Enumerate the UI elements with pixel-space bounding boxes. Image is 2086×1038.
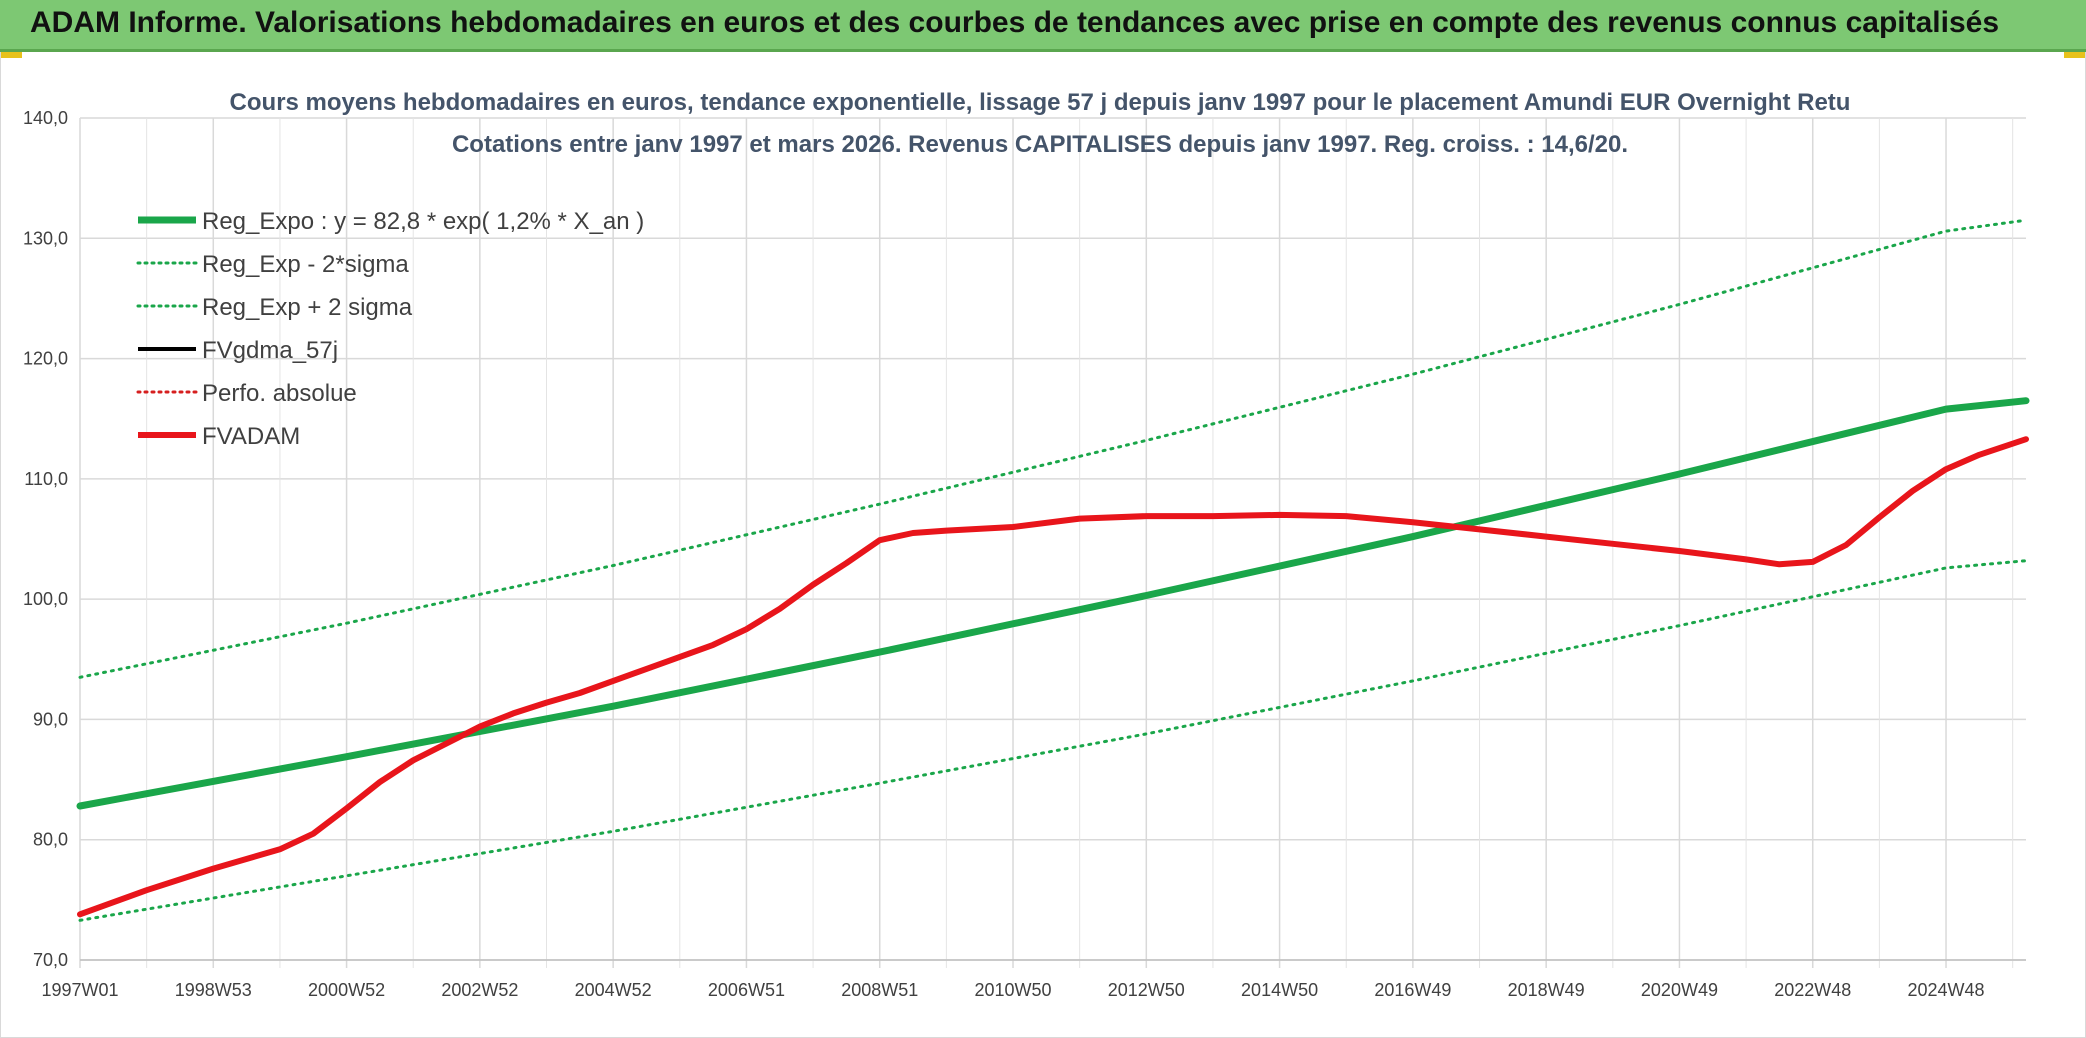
x-tick-label: 2008W51 xyxy=(841,980,918,1000)
x-tick-label: 1998W53 xyxy=(175,980,252,1000)
x-tick-label: 2002W52 xyxy=(441,980,518,1000)
x-tick-label: 2020W49 xyxy=(1641,980,1718,1000)
chart-title: Cours moyens hebdomadaires en euros, ten… xyxy=(230,89,1851,116)
x-tick-label: 2014W50 xyxy=(1241,980,1318,1000)
y-tick-label: 90,0 xyxy=(33,709,68,729)
y-tick-label: 140,0 xyxy=(23,108,68,128)
legend-label-1: Reg_Exp - 2*sigma xyxy=(202,251,409,278)
chart-subtitle: Cotations entre janv 1997 et mars 2026. … xyxy=(452,131,1628,158)
x-tick-label: 2000W52 xyxy=(308,980,385,1000)
x-tick-label: 2010W50 xyxy=(974,980,1051,1000)
report-title: ADAM Informe. Valorisations hebdomadaire… xyxy=(30,6,1999,39)
right-corner-mark xyxy=(2064,52,2086,58)
y-tick-label: 120,0 xyxy=(23,349,68,369)
x-tick-label: 2018W49 xyxy=(1508,980,1585,1000)
left-corner-mark xyxy=(0,52,22,58)
report-banner: ADAM Informe. Valorisations hebdomadaire… xyxy=(0,0,2086,52)
chart-axes: 70,0 80,0 90,0 100,0 110,0 120,0 130,0 140,0 199… xyxy=(23,108,2026,1000)
legend-label-0: Reg_Expo : y = 82,8 * exp( 1,2% * X_an ) xyxy=(202,208,644,235)
series-line-2 xyxy=(78,218,2028,679)
x-tick-label: 2006W51 xyxy=(708,980,785,1000)
y-tick-label: 130,0 xyxy=(23,228,68,248)
legend-label-4: Perfo. absolue xyxy=(202,380,357,407)
x-tick-label: 2016W49 xyxy=(1374,980,1451,1000)
y-tick-label: 80,0 xyxy=(33,830,68,850)
x-tick-label: 2024W48 xyxy=(1907,980,1984,1000)
series-line-1 xyxy=(78,559,2028,922)
legend-label-3: FVgdma_57j xyxy=(202,337,338,364)
y-tick-label: 100,0 xyxy=(23,589,68,609)
x-tick-label: 2012W50 xyxy=(1108,980,1185,1000)
y-tick-label: 70,0 xyxy=(33,950,68,970)
y-tick-label: 110,0 xyxy=(24,469,68,489)
x-tick-label: 2004W52 xyxy=(575,980,652,1000)
legend-label-5: FVADAM xyxy=(202,423,300,450)
series-line-0 xyxy=(76,397,2030,810)
chart-series xyxy=(76,218,2030,922)
legend-label-2: Reg_Exp + 2 sigma xyxy=(202,294,413,321)
chart-legend: Reg_Expo : y = 82,8 * exp( 1,2% * X_an )… xyxy=(136,208,644,450)
x-tick-label: 1997W01 xyxy=(41,980,118,1000)
series-line-5 xyxy=(77,436,2029,918)
x-tick-label: 2022W48 xyxy=(1774,980,1851,1000)
chart-grid xyxy=(79,117,2026,968)
